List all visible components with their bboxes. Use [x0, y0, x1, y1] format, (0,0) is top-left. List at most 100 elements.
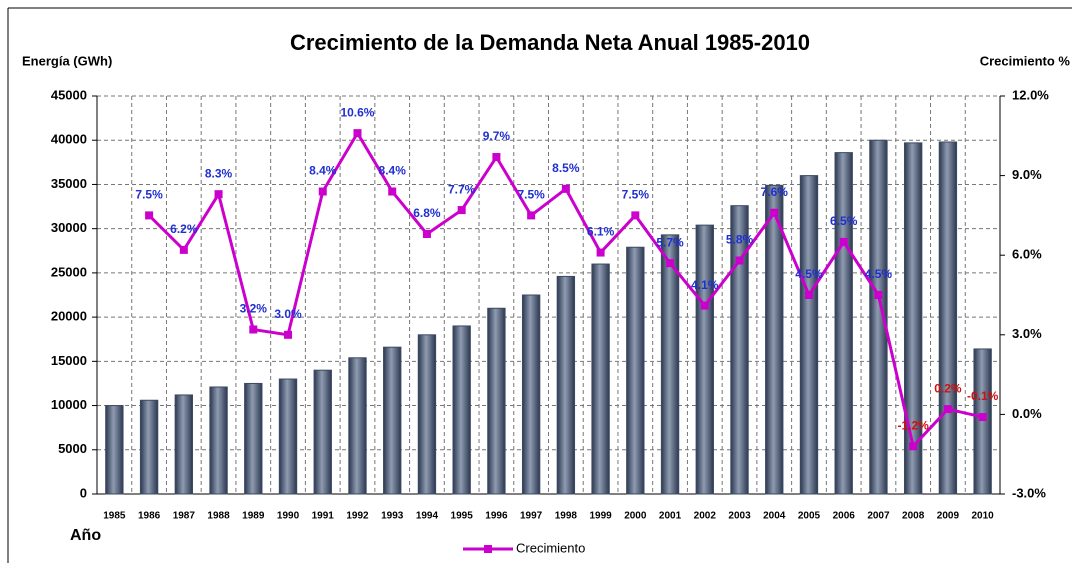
line-marker — [145, 211, 154, 220]
bar — [313, 369, 332, 495]
line-marker — [909, 442, 918, 451]
legend-swatch — [484, 545, 492, 553]
bar — [174, 394, 194, 495]
y-tick-label: 25000 — [51, 264, 87, 279]
data-label: 6.5% — [830, 214, 858, 228]
x-tick-label: 1996 — [485, 511, 508, 522]
data-label: 5.7% — [656, 235, 684, 249]
line-marker — [457, 206, 466, 215]
bar — [139, 399, 159, 495]
y-tick-label: 30000 — [51, 220, 87, 235]
data-label: 4.1% — [691, 278, 719, 292]
bar — [660, 234, 680, 495]
y2-tick-label: 6.0% — [1012, 247, 1042, 262]
bar — [973, 348, 992, 495]
line-marker — [318, 187, 327, 196]
y2-tick-label: 3.0% — [1012, 326, 1042, 341]
x-tick-label: 1997 — [520, 511, 543, 522]
y2-tick-label: 9.0% — [1012, 167, 1042, 182]
y-tick-label: 35000 — [51, 176, 87, 191]
x-tick-label: 2007 — [867, 511, 890, 522]
x-tick-label: 1985 — [103, 511, 126, 522]
bar — [209, 386, 228, 495]
x-tick-label: 2010 — [972, 511, 995, 522]
x-tick-label: 1992 — [346, 511, 369, 522]
data-label: -1.2% — [897, 418, 929, 432]
x-tick-label: 1986 — [138, 511, 161, 522]
line-marker — [666, 259, 675, 268]
line-marker — [388, 187, 397, 196]
x-tick-label: 2005 — [798, 511, 821, 522]
legend-label: Crecimiento — [516, 540, 585, 555]
y2-tick-label: 12.0% — [1012, 87, 1049, 102]
x-tick-label: 1999 — [589, 511, 612, 522]
x-tick-label: 2000 — [624, 511, 647, 522]
line-marker — [527, 211, 536, 220]
bar — [487, 307, 506, 495]
bar — [452, 325, 471, 495]
line-marker — [422, 229, 431, 238]
data-label: 5.8% — [726, 233, 754, 247]
x-tick-label: 2009 — [937, 511, 960, 522]
line-marker — [700, 301, 709, 310]
data-label: 4.5% — [795, 267, 823, 281]
data-label: 4.5% — [865, 267, 893, 281]
line-marker — [943, 405, 952, 414]
chart-title: Crecimiento de la Demanda Neta Anual 198… — [290, 30, 810, 55]
x-tick-label: 2006 — [833, 511, 856, 522]
line-marker — [561, 184, 570, 193]
x-tick-label: 1998 — [555, 511, 578, 522]
data-label: 7.6% — [761, 185, 789, 199]
data-label: 7.7% — [448, 182, 476, 196]
x-tick-label: 2008 — [902, 511, 925, 522]
y-tick-label: 15000 — [51, 353, 87, 368]
data-label: 10.6% — [340, 105, 374, 119]
y-tick-label: 20000 — [51, 309, 87, 324]
bar — [626, 246, 645, 495]
line-marker — [631, 211, 640, 220]
line-marker — [874, 291, 883, 299]
bar — [556, 275, 576, 495]
data-label: 9.7% — [483, 129, 511, 143]
x-tick-label: 1991 — [312, 511, 335, 522]
x-tick-label: 2003 — [728, 511, 751, 522]
bar — [417, 334, 437, 495]
line-marker — [804, 291, 813, 299]
line-marker — [978, 413, 987, 422]
data-label: 3.0% — [274, 307, 302, 321]
y-tick-label: 5000 — [58, 441, 87, 456]
bar — [105, 405, 124, 495]
x-tick-label: 1993 — [381, 511, 404, 522]
bar — [695, 224, 714, 495]
line-marker — [249, 325, 258, 334]
bar — [869, 139, 888, 495]
data-label: 6.8% — [413, 206, 441, 220]
bar — [834, 152, 853, 495]
bar — [278, 378, 298, 495]
bar — [938, 141, 958, 495]
line-marker — [735, 256, 744, 265]
x-axis-label: Año — [70, 527, 101, 544]
data-label: 8.5% — [552, 161, 580, 175]
x-tick-label: 2004 — [763, 511, 786, 522]
y2-tick-label: 0.0% — [1012, 406, 1042, 421]
x-tick-label: 1990 — [277, 511, 300, 522]
y2-axis-label: Crecimiento % — [980, 53, 1071, 68]
bar — [799, 175, 819, 495]
x-tick-label: 1994 — [416, 511, 439, 522]
bar — [591, 263, 610, 495]
data-label: 3.2% — [240, 302, 268, 316]
line-marker — [214, 190, 223, 199]
data-label: -0.1% — [967, 389, 999, 403]
y-tick-label: 40000 — [51, 132, 87, 147]
line-marker — [179, 245, 188, 254]
y-axis-label: Energía (GWh) — [22, 53, 112, 68]
line-marker — [284, 330, 293, 339]
data-label: 6.1% — [587, 225, 615, 239]
x-tick-label: 2002 — [694, 511, 717, 522]
data-label: 0.2% — [934, 381, 962, 395]
data-label: 8.4% — [379, 164, 407, 178]
data-label: 7.5% — [622, 188, 650, 202]
bar — [348, 357, 367, 495]
